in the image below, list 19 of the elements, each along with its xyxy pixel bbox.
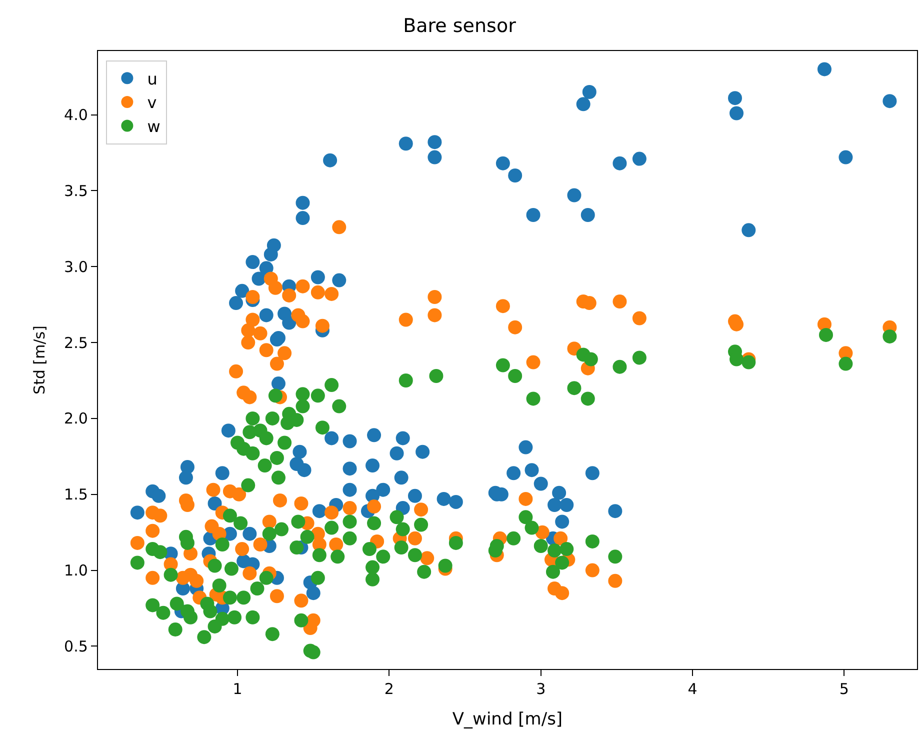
y-tick-label: 3.5 [64,182,88,200]
y-tick-label: 2.0 [64,410,88,428]
legend-label: u [147,69,158,88]
y-tick-label: 2.5 [64,334,88,352]
x-tick-label: 3 [536,680,546,698]
x-tick-label: 1 [232,680,242,698]
x-axis-title: V_wind [m/s] [452,710,563,730]
y-tick-label: 4.0 [64,106,88,124]
y-tick-label: 1.0 [64,562,88,580]
legend-label: w [147,117,160,136]
legend-label: v [147,93,157,112]
y-tick-label: 3.0 [64,258,88,276]
y-axis-title: Std [m/s] [30,326,48,394]
x-tick-label: 4 [688,680,698,698]
chart-title: Bare sensor [403,14,516,37]
x-tick-label: 2 [384,680,394,698]
y-tick-label: 1.5 [64,486,88,504]
x-tick-label: 5 [839,680,849,698]
y-tick-label: 0.5 [64,637,88,656]
